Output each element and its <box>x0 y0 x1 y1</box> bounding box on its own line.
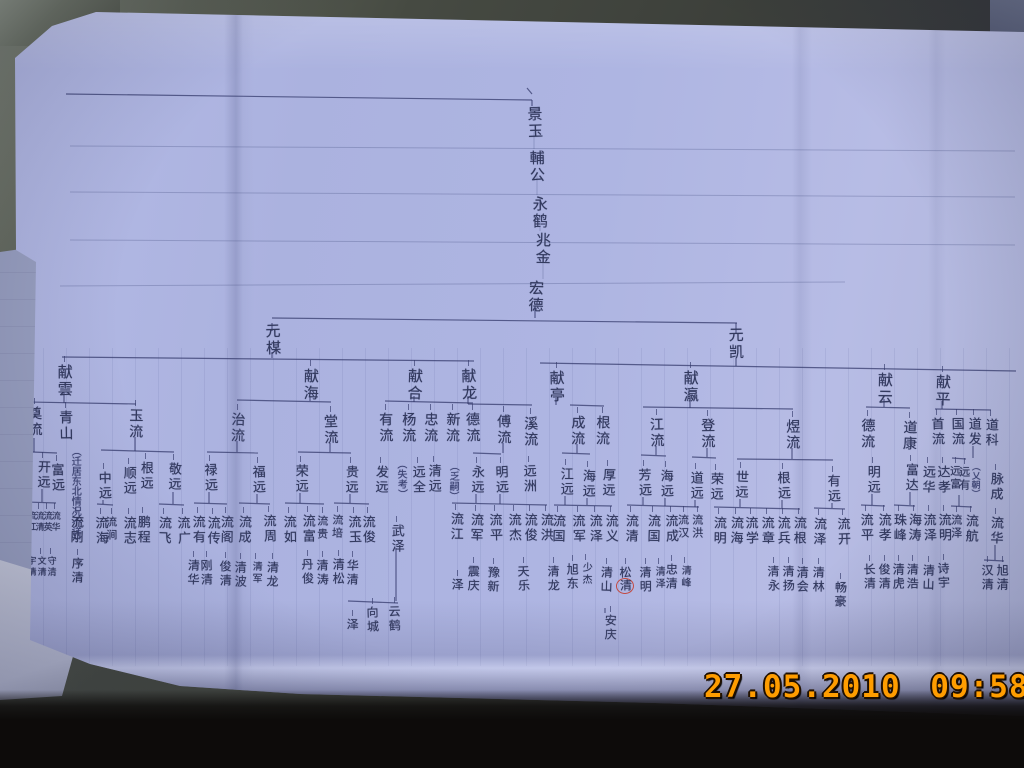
camera-timestamp: 27.05.2010 09:58 <box>704 669 1024 705</box>
